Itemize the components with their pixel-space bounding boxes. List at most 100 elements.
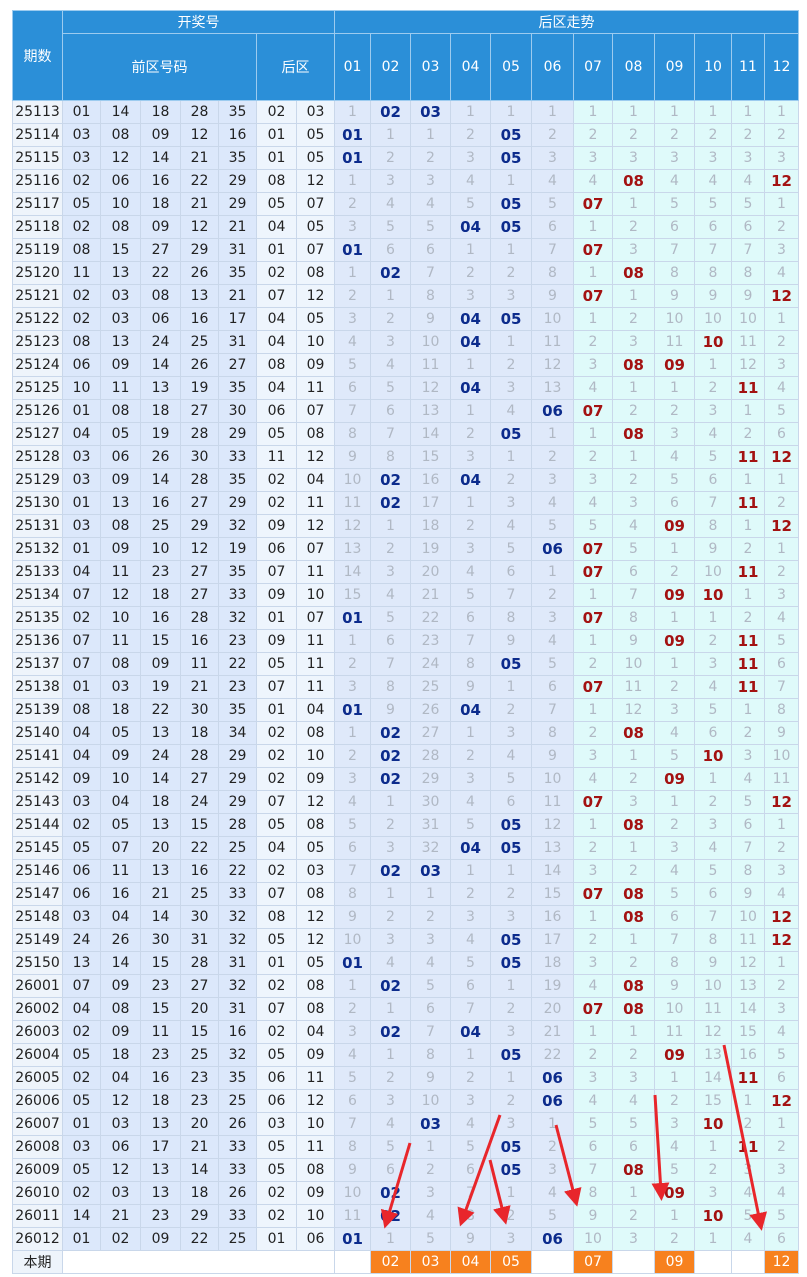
trend-hit: 02 <box>370 859 412 883</box>
trend-miss: 9 <box>764 721 800 745</box>
back-number: 08 <box>295 997 336 1021</box>
front-number: 35 <box>218 261 257 285</box>
trend-miss: 1 <box>573 629 614 653</box>
front-number: 12 <box>180 537 219 561</box>
back-number: 09 <box>256 583 297 607</box>
front-number: 09 <box>140 215 181 239</box>
trend-miss: 3 <box>612 1066 656 1090</box>
period: 25116 <box>12 169 63 193</box>
trend-hit: 07 <box>573 882 614 906</box>
trend-miss: 3 <box>764 1158 800 1182</box>
trend-hit: 08 <box>612 813 656 837</box>
trend-miss: 1 <box>573 698 614 722</box>
back-number: 06 <box>256 1089 297 1113</box>
front-number: 03 <box>62 146 101 170</box>
trend-miss: 2 <box>490 997 533 1021</box>
trend-miss: 15 <box>334 583 372 607</box>
back-number: 05 <box>256 652 297 676</box>
trend-miss: 8 <box>334 882 372 906</box>
trend-miss: 3 <box>573 146 614 170</box>
back-number: 04 <box>295 468 336 492</box>
trend-miss: 1 <box>531 560 575 584</box>
trend-miss: 3 <box>694 146 733 170</box>
trend-miss: 5 <box>573 514 614 538</box>
front-number: 35 <box>218 560 257 584</box>
front-number: 03 <box>100 675 141 699</box>
trend-miss: 1 <box>573 307 614 331</box>
front-number: 17 <box>140 1135 181 1159</box>
front-number: 03 <box>62 790 101 814</box>
back-number: 05 <box>256 1043 297 1067</box>
trend-miss: 2 <box>334 997 372 1021</box>
trend-miss: 4 <box>531 491 575 515</box>
trend-miss: 1 <box>573 905 614 929</box>
trend-miss: 3 <box>764 238 800 262</box>
trend-miss: 5 <box>450 951 492 975</box>
trend-hit: 04 <box>450 836 492 860</box>
back-number: 08 <box>295 1158 336 1182</box>
trend-miss: 3 <box>694 652 733 676</box>
back-number: 11 <box>295 376 336 400</box>
current-cell: 04 <box>450 1250 492 1274</box>
trend-miss: 18 <box>531 951 575 975</box>
trend-miss: 10 <box>694 974 733 998</box>
trend-miss: 1 <box>731 399 766 423</box>
trend-miss: 3 <box>490 721 533 745</box>
front-number: 25 <box>218 836 257 860</box>
trend-miss: 9 <box>490 629 533 653</box>
trend-miss: 4 <box>731 767 766 791</box>
back-number: 10 <box>295 330 336 354</box>
trend-miss: 1 <box>490 169 533 193</box>
front-number: 20 <box>180 1112 219 1136</box>
trend-hit: 04 <box>450 468 492 492</box>
back-number: 04 <box>256 376 297 400</box>
trend-miss: 2 <box>654 675 696 699</box>
trend-miss: 2 <box>654 1227 696 1251</box>
data-row: 25135 02 10 16 28 32 01 07 01 5 22 6 8 3 07 8 1 1 2 4 <box>12 606 800 630</box>
front-number: 11 <box>100 376 141 400</box>
trend-miss: 8 <box>490 606 533 630</box>
front-number: 03 <box>100 284 141 308</box>
trend-miss: 1 <box>450 1043 492 1067</box>
trend-miss: 3 <box>370 928 412 952</box>
data-row: 26009 05 12 13 14 33 05 08 9 6 2 6 05 3 7 08 5 2 3 3 <box>12 1158 800 1182</box>
front-number: 04 <box>100 905 141 929</box>
trend-miss: 3 <box>450 767 492 791</box>
current-empty <box>612 1250 656 1274</box>
trend-miss: 4 <box>450 560 492 584</box>
back-number: 05 <box>295 215 336 239</box>
period: 25121 <box>12 284 63 308</box>
front-number: 26 <box>180 261 219 285</box>
front-number: 26 <box>100 928 141 952</box>
front-number: 24 <box>180 790 219 814</box>
trend-miss: 11 <box>334 1204 372 1228</box>
trend-miss: 5 <box>654 882 696 906</box>
trend-miss: 1 <box>334 974 372 998</box>
trend-miss: 2 <box>490 261 533 285</box>
data-row: 25127 04 05 19 28 29 05 08 8 7 14 2 05 1 1 08 3 4 2 6 <box>12 422 800 446</box>
trend-miss: 2 <box>612 468 656 492</box>
front-number: 09 <box>100 744 141 768</box>
trend-miss: 5 <box>654 744 696 768</box>
front-number: 09 <box>140 1227 181 1251</box>
trend-miss: 2 <box>731 606 766 630</box>
trend-hit: 05 <box>490 123 533 147</box>
trend-hit: 07 <box>573 399 614 423</box>
front-number: 16 <box>100 882 141 906</box>
trend-miss: 2 <box>612 215 656 239</box>
trend-hit: 08 <box>612 905 656 929</box>
trend-miss: 1 <box>612 192 656 216</box>
trend-hit: 05 <box>490 1043 533 1067</box>
trend-miss: 1 <box>450 721 492 745</box>
front-number: 22 <box>218 652 257 676</box>
trend-hit: 12 <box>764 514 800 538</box>
trend-miss: 1 <box>531 100 575 124</box>
period: 26003 <box>12 1020 63 1044</box>
trend-hit: 11 <box>731 675 766 699</box>
period: 25137 <box>12 652 63 676</box>
trend-miss: 5 <box>531 652 575 676</box>
trend-miss: 11 <box>764 767 800 791</box>
trend-miss: 1 <box>654 100 696 124</box>
front-number: 02 <box>62 606 101 630</box>
front-number: 12 <box>100 583 141 607</box>
